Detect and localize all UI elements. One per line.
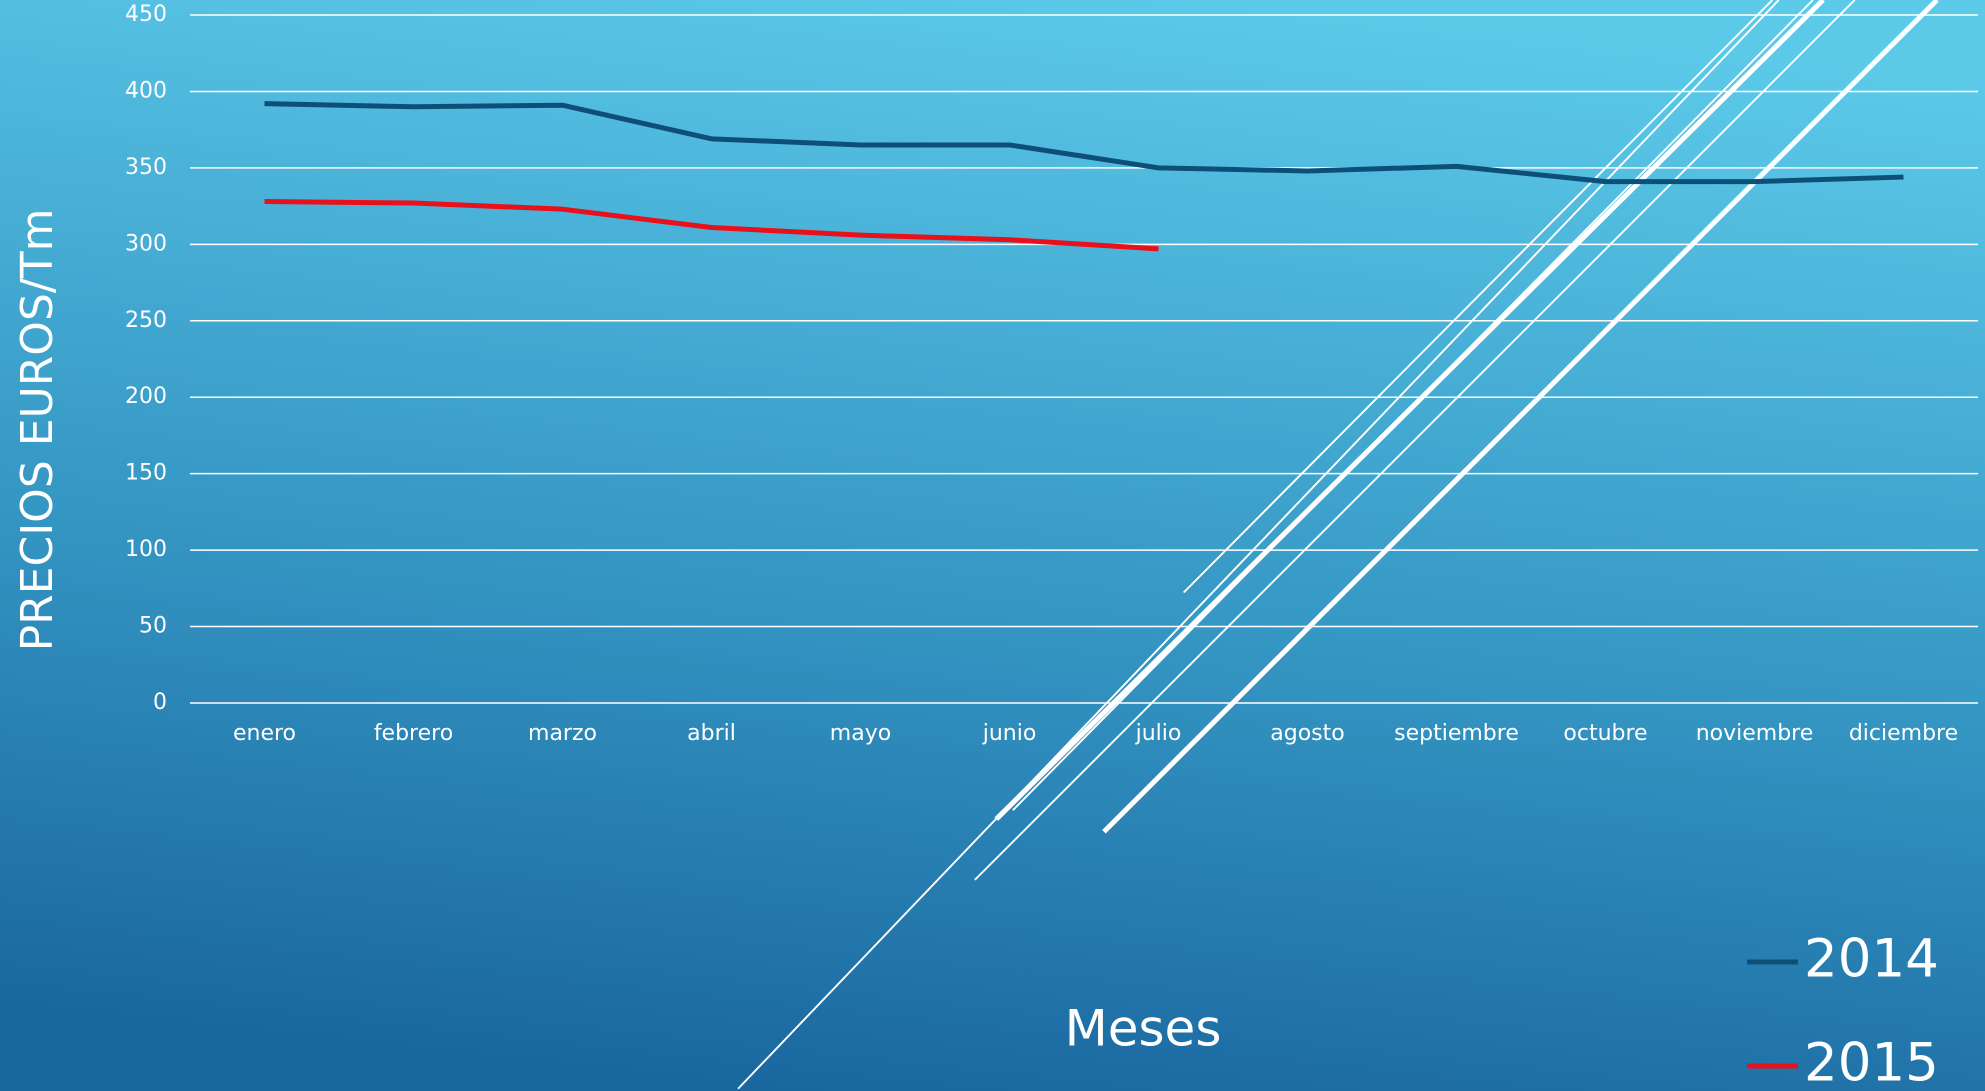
deco-line (974, 0, 1856, 881)
series-line (264, 199, 1159, 252)
y-tick-label: 0 (153, 690, 167, 715)
x-tick-label: diciembre (1849, 721, 1958, 746)
x-tick-label: enero (233, 721, 296, 746)
y-tick-label: 150 (125, 461, 167, 486)
x-tick-label: noviembre (1696, 721, 1814, 746)
y-tick-label: 350 (125, 155, 167, 180)
x-tick-label: octubre (1563, 721, 1647, 746)
x-tick-label: marzo (528, 721, 597, 746)
deco-line (1012, 0, 1814, 811)
grid (190, 14, 1978, 704)
y-tick-label: 300 (125, 231, 167, 256)
y-tick-label: 50 (139, 614, 167, 639)
x-tick-label: julio (1135, 721, 1182, 746)
y-tick-label: 400 (125, 78, 167, 103)
legend-label: 2014 (1804, 929, 1939, 990)
y-axis-label: PRECIOS EUROS/Tm (12, 209, 63, 652)
x-tick-label: abril (687, 721, 736, 746)
legend-label: 2015 (1804, 1033, 1939, 1091)
x-tick-label: septiembre (1394, 721, 1519, 746)
y-tick-label: 100 (125, 537, 167, 562)
y-tick-label: 450 (125, 2, 167, 27)
y-tick-label: 250 (125, 308, 167, 333)
x-tick-label: agosto (1270, 721, 1344, 746)
x-tick-label: febrero (374, 721, 453, 746)
x-tick-label: junio (982, 721, 1037, 746)
decoration (737, 0, 1939, 1090)
deco-line (1102, 0, 1939, 834)
deco-line (1183, 0, 1774, 594)
y-tick-label: 200 (125, 384, 167, 409)
x-tick-label: mayo (830, 721, 891, 746)
x-axis-label: Meses (1065, 1000, 1222, 1058)
series-line (264, 101, 1904, 185)
